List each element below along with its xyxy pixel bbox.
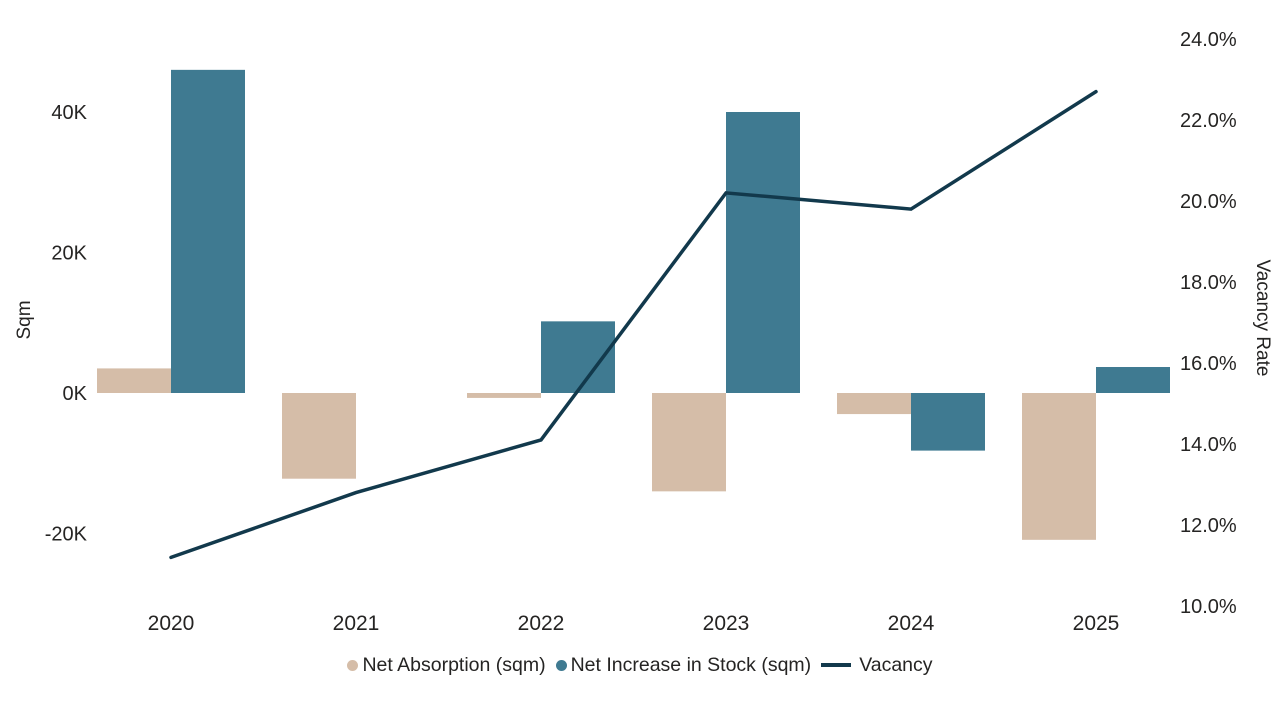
bar-net-increase-in-stock-sqm-2020 (171, 69, 245, 393)
legend-dot-icon (347, 659, 359, 671)
legend-item-label: Vacancy (859, 653, 933, 676)
legend-dot-icon (555, 659, 567, 671)
bar-net-absorption-sqm-2024 (837, 393, 911, 415)
right-axis-title: Vacancy Rate (1252, 259, 1273, 377)
left-axis-title: Sqm (14, 300, 35, 340)
legend-item-net-absorption-sqm: Net Absorption (sqm) (347, 653, 546, 677)
bar-net-increase-in-stock-sqm-2023 (726, 112, 800, 393)
left-axis-tick: 40K (51, 102, 87, 124)
bar-net-absorption-sqm-2025 (1022, 393, 1096, 540)
x-axis-label-2021: 2021 (333, 612, 380, 635)
legend-item-label: Net Absorption (sqm) (362, 653, 546, 676)
x-axis-label-2020: 2020 (148, 612, 195, 635)
right-axis-tick: 20.0% (1180, 191, 1237, 213)
vacancy-line (169, 89, 1098, 560)
bar-net-increase-in-stock-sqm-2024 (911, 393, 985, 451)
bar-net-absorption-sqm-2020 (97, 368, 171, 393)
right-axis-tick: 14.0% (1180, 434, 1237, 456)
right-axis-tick: 16.0% (1180, 353, 1237, 375)
chart-legend: Net Absorption (sqm) Net Increase in Stoc… (0, 650, 1280, 680)
bar-net-absorption-sqm-2021 (282, 393, 356, 479)
x-axis-label-2023: 2023 (703, 612, 750, 635)
left-axis-tick: 20K (51, 243, 87, 265)
x-axis-label-2022: 2022 (518, 612, 565, 635)
right-axis-tick: 22.0% (1180, 110, 1237, 132)
left-axis-tick: 0K (63, 383, 88, 405)
left-axis-tick: -20K (45, 524, 88, 546)
legend-line-icon (821, 663, 852, 667)
legend-item-vacancy: Vacancy (821, 653, 933, 677)
x-axis-label-2025: 2025 (1073, 612, 1120, 635)
right-axis-tick: 10.0% (1180, 596, 1237, 618)
right-axis-tick: 24.0% (1180, 29, 1237, 51)
legend-item-net-increase-in-stock-sqm: Net Increase in Stock (sqm) (555, 653, 812, 677)
bar-net-increase-in-stock-sqm-2025 (1096, 367, 1170, 393)
bar-net-absorption-sqm-2022 (467, 393, 541, 398)
right-axis-tick: 12.0% (1180, 515, 1237, 537)
legend-item-label: Net Increase in Stock (sqm) (570, 653, 812, 676)
right-axis-tick: 18.0% (1180, 272, 1237, 294)
x-axis-label-2024: 2024 (888, 612, 935, 635)
bar-net-absorption-sqm-2023 (652, 393, 726, 492)
